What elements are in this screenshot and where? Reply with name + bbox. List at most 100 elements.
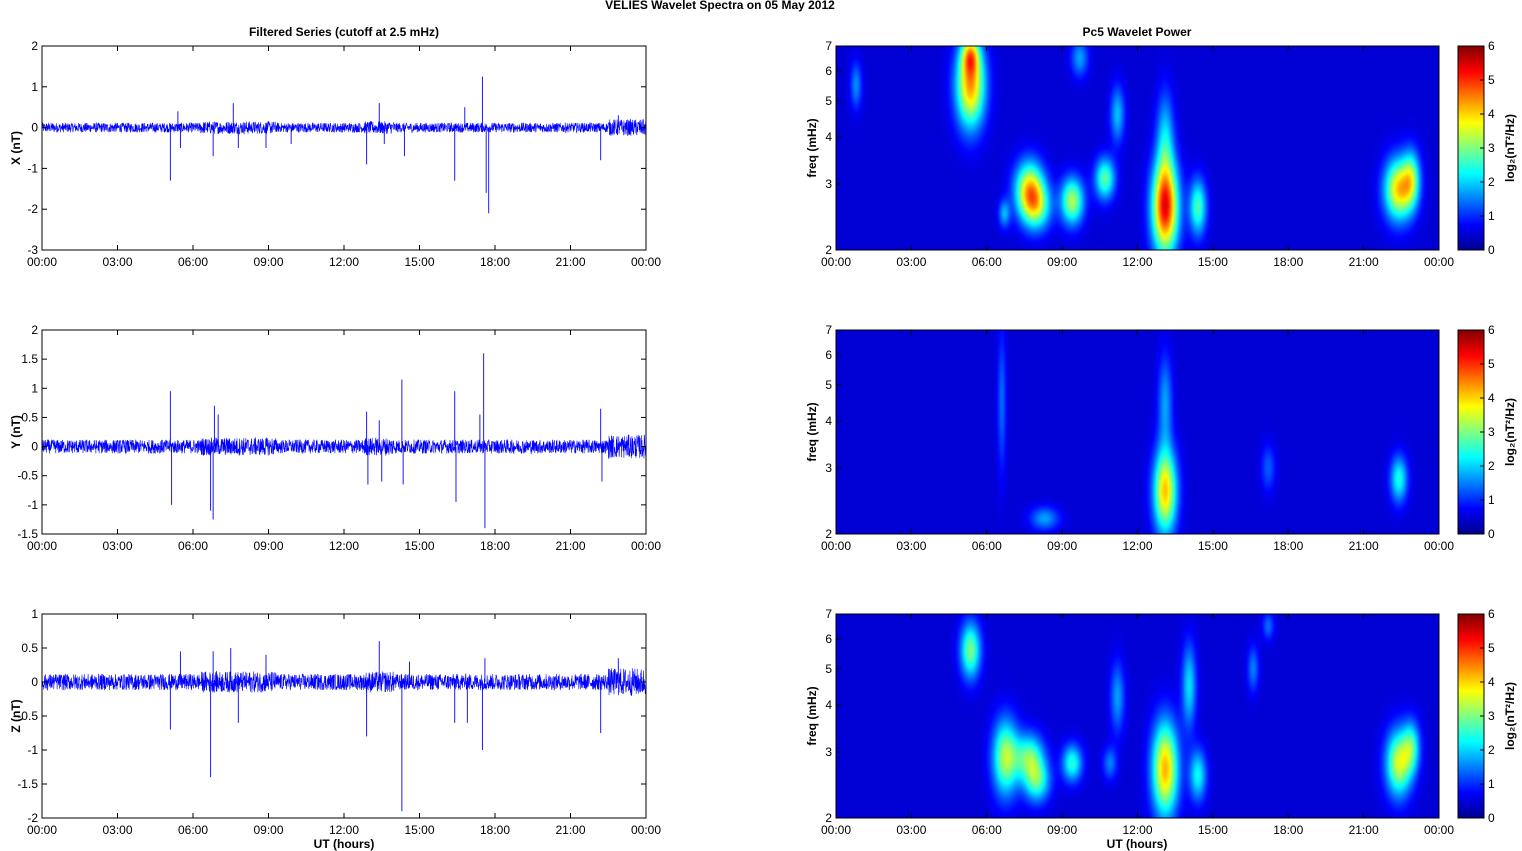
series-x-xtick-label: 06:00 <box>178 255 208 269</box>
series-y-ytick-label: -0.5 <box>17 469 38 483</box>
series-z-ylabel: Z (nT) <box>9 699 23 732</box>
series-x-xtick-label: 09:00 <box>253 255 283 269</box>
series-y-plot-area <box>42 330 646 534</box>
series-z-xtick-label: 06:00 <box>178 823 208 837</box>
series-y-ytick-label: 1 <box>31 381 38 395</box>
power-y-colorbar-label: log₂(nT²/Hz) <box>1503 398 1517 466</box>
power-y-ylabel: freq (mHz) <box>805 402 819 461</box>
series-z-xtick-label: 00:00 <box>631 823 661 837</box>
power-x-colorbar-tick-label: 3 <box>1488 141 1495 155</box>
power-z-panel: 2 3 4 5 6 7 00:00 03:00 06:00 09:00 12:00 15:00 18:0… <box>805 607 1517 837</box>
power-x-colorbar-tick-label: 6 <box>1488 39 1495 53</box>
series-y-xtick-label: 06:00 <box>178 539 208 553</box>
series-z-plot-area <box>42 614 646 818</box>
series-x-xtick-label: 00:00 <box>27 255 57 269</box>
series-x-ytick-label: -3 <box>27 243 38 257</box>
power-x-ytick-label: 4 <box>825 130 832 144</box>
series-y-xtick-label: 09:00 <box>253 539 283 553</box>
series-x-panel: 210-1-2-300:00 03:00 06:00 09:00 12:00 15:00 1… <box>9 39 661 269</box>
series-z-ytick-label: 1 <box>31 607 38 621</box>
series-z-xtick-label: 00:00 <box>27 823 57 837</box>
power-z-xtick-label: 00:00 <box>1424 823 1454 837</box>
power-z-xtick-label: 00:00 <box>821 823 851 837</box>
series-z-ytick-label: -0.5 <box>17 709 38 723</box>
power-y-ytick-label: 3 <box>825 461 832 475</box>
power-x-ytick-label: 6 <box>825 64 832 78</box>
series-y-xtick-label: 00:00 <box>631 539 661 553</box>
power-z-ylabel: freq (mHz) <box>805 686 819 745</box>
series-y-ylabel: Y (nT) <box>9 415 23 449</box>
power-z-xtick-label: 03:00 <box>896 823 926 837</box>
power-z-xtick-label: 15:00 <box>1198 823 1228 837</box>
power-z-colorbar-tick-label: 0 <box>1488 811 1495 825</box>
panels-group: 210-1-2-300:00 03:00 06:00 09:00 12:00 15:00 1… <box>9 39 1517 837</box>
power-y-xtick-label: 21:00 <box>1349 539 1379 553</box>
power-x-colorbar <box>1457 45 1485 251</box>
series-x-xtick-label: 03:00 <box>102 255 132 269</box>
power-y-ytick-label: 4 <box>825 414 832 428</box>
power-x-panel: 2 3 4 5 6 7 00:00 03:00 06:00 09:00 12:00 15:00 18:0… <box>805 39 1517 269</box>
power-x-colorbar-tick-label: 1 <box>1488 209 1495 223</box>
power-z-ytick-label: 3 <box>825 745 832 759</box>
series-z-xtick-label: 03:00 <box>102 823 132 837</box>
series-x-ytick-label: 0 <box>31 121 38 135</box>
power-y-xtick-label: 06:00 <box>972 539 1002 553</box>
power-z-colorbar-tick-label: 1 <box>1488 777 1495 791</box>
power-x-ytick-label: 5 <box>825 94 832 108</box>
power-z-xtick-label: 09:00 <box>1047 823 1077 837</box>
power-x-xtick-label: 00:00 <box>821 255 851 269</box>
left-xaxis-label: UT (hours) <box>314 837 375 851</box>
power-z-colorbar-label: log₂(nT²/Hz) <box>1503 682 1517 750</box>
power-z-xtick-label: 06:00 <box>972 823 1002 837</box>
series-y-ytick-label: 0 <box>31 440 38 454</box>
power-y-colorbar-tick-label: 5 <box>1488 357 1495 371</box>
series-z-ytick-label: -1.5 <box>17 777 38 791</box>
power-z-colorbar-tick-label: 2 <box>1488 743 1495 757</box>
power-x-colorbar-tick-label: 0 <box>1488 243 1495 257</box>
series-y-ytick-label: 2 <box>31 323 38 337</box>
series-x-xtick-label: 15:00 <box>404 255 434 269</box>
power-y-ytick-label: 7 <box>825 323 832 337</box>
power-x-ytick-label: 2 <box>825 243 832 257</box>
series-y-xtick-label: 21:00 <box>555 539 585 553</box>
series-x-ytick-label: 2 <box>31 39 38 53</box>
series-x-ylabel: X (nT) <box>9 131 23 165</box>
power-y-xtick-label: 18:00 <box>1273 539 1303 553</box>
series-z-ytick-label: -2 <box>27 811 38 825</box>
right-column-title: Pc5 Wavelet Power <box>1083 25 1192 39</box>
series-y-ytick-label: 1.5 <box>21 352 38 366</box>
series-x-xtick-label: 18:00 <box>480 255 510 269</box>
series-x-ytick-label: -2 <box>27 202 38 216</box>
power-z-colorbar-tick-label: 3 <box>1488 709 1495 723</box>
power-y-xtick-label: 09:00 <box>1047 539 1077 553</box>
power-z-colorbar-tick-label: 5 <box>1488 641 1495 655</box>
left-column-title: Filtered Series (cutoff at 2.5 mHz) <box>249 25 439 39</box>
power-z-xtick-label: 21:00 <box>1349 823 1379 837</box>
series-x-ytick-label: -1 <box>27 161 38 175</box>
power-x-xtick-label: 03:00 <box>896 255 926 269</box>
power-x-xtick-label: 18:00 <box>1273 255 1303 269</box>
right-xaxis-label: UT (hours) <box>1107 837 1168 851</box>
series-z-xtick-label: 12:00 <box>329 823 359 837</box>
series-x-signal-line <box>41 118 647 136</box>
series-z-ytick-label: 0.5 <box>21 641 38 655</box>
series-y-ytick-label: -1 <box>27 498 38 512</box>
series-y-xtick-label: 00:00 <box>27 539 57 553</box>
figure-title: VELIES Wavelet Spectra on 05 May 2012 <box>605 0 835 12</box>
series-x-xtick-label: 12:00 <box>329 255 359 269</box>
power-z-ytick-label: 7 <box>825 607 832 621</box>
power-z-ytick-label: 4 <box>825 698 832 712</box>
series-y-panel: 21.510.50-0.5-1-1.500:00 03:00 06:00 09:00 1… <box>9 323 661 553</box>
series-y-xtick-label: 18:00 <box>480 539 510 553</box>
series-z-signal-line <box>41 668 647 696</box>
power-y-heatmap-image <box>836 330 1439 534</box>
series-z-xtick-label: 09:00 <box>253 823 283 837</box>
series-y-xtick-label: 15:00 <box>404 539 434 553</box>
series-z-ytick-label: -1 <box>27 743 38 757</box>
series-y-xtick-label: 03:00 <box>102 539 132 553</box>
power-z-xtick-label: 18:00 <box>1273 823 1303 837</box>
power-y-colorbar-tick-label: 2 <box>1488 459 1495 473</box>
power-x-colorbar-tick-label: 5 <box>1488 73 1495 87</box>
power-y-ytick-label: 5 <box>825 378 832 392</box>
power-y-ytick-label: 6 <box>825 348 832 362</box>
